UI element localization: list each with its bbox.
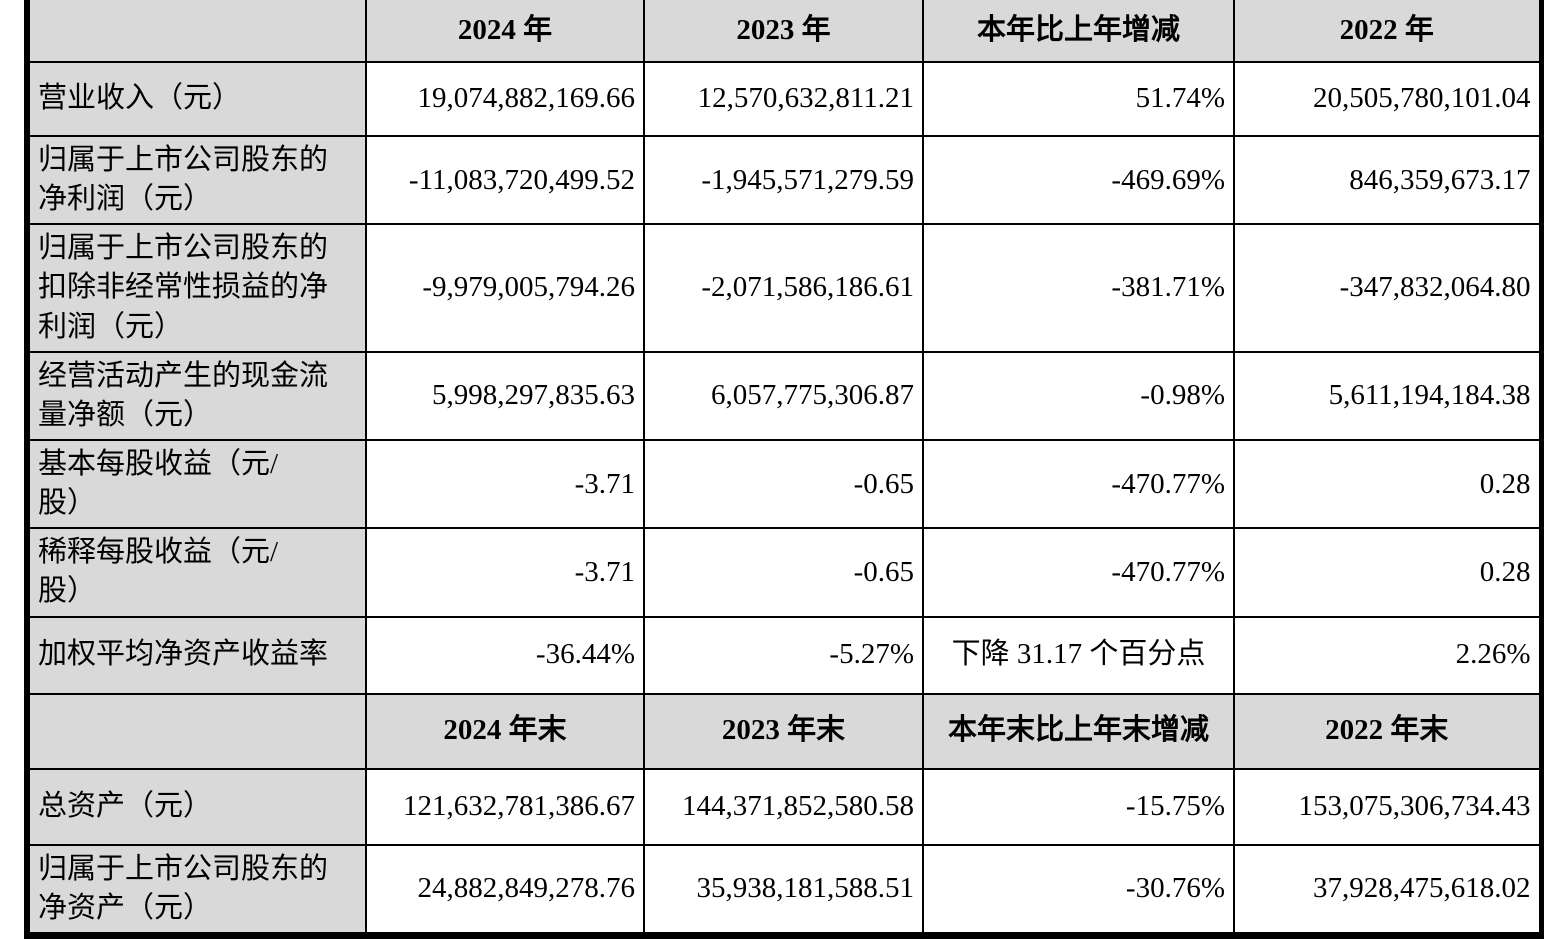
- financial-summary-table-container: 2024 年 2023 年 本年比上年增减 2022 年 营业收入（元） 19,…: [24, 0, 1544, 939]
- cell-value: 51.74%: [922, 61, 1235, 137]
- cell-value: 20,505,780,101.04: [1233, 61, 1544, 137]
- cell-value: -347,832,064.80: [1233, 223, 1544, 353]
- cell-value: 5,611,194,184.38: [1233, 350, 1544, 441]
- table-row-revenue: 营业收入（元） 19,074,882,169.66 12,570,632,811…: [24, 61, 1544, 137]
- cell-value: -3.71: [365, 438, 645, 530]
- cell-value: -0.65: [643, 527, 924, 618]
- row-label: 加权平均净资产收益率: [24, 615, 367, 695]
- row-label: 归属于上市公司股东的 净利润（元）: [24, 134, 367, 226]
- cell-value: 19,074,882,169.66: [365, 61, 645, 137]
- cell-value: -470.77%: [922, 527, 1235, 618]
- row-label: 经营活动产生的现金流 量净额（元）: [24, 350, 367, 441]
- cell-value: -9,979,005,794.26: [365, 223, 645, 353]
- row-label: 基本每股收益（元/ 股）: [24, 438, 367, 530]
- cell-value: -0.98%: [922, 350, 1235, 441]
- table-row-weighted-avg-roe: 加权平均净资产收益率 -36.44% -5.27% 下降 31.17 个百分点 …: [24, 615, 1544, 695]
- row-label: 稀释每股收益（元/ 股）: [24, 527, 367, 618]
- header-row-year-end: 2024 年末 2023 年末 本年末比上年末增减 2022 年末: [24, 692, 1544, 770]
- column-header-2024-end: 2024 年末: [365, 692, 645, 770]
- column-header-2022-end: 2022 年末: [1233, 692, 1544, 770]
- table-row-net-profit-excl-nonrecurring: 归属于上市公司股东的 扣除非经常性损益的净 利润（元） -9,979,005,7…: [24, 223, 1544, 353]
- column-header-2023: 2023 年: [643, 0, 924, 63]
- row-label: 营业收入（元）: [24, 61, 367, 137]
- table-row-net-assets: 归属于上市公司股东的 净资产（元） 24,882,849,278.76 35,9…: [24, 843, 1544, 939]
- cell-value: 846,359,673.17: [1233, 134, 1544, 226]
- financial-summary-table: 2024 年 2023 年 本年比上年增减 2022 年 营业收入（元） 19,…: [24, 0, 1544, 939]
- cell-value: -470.77%: [922, 438, 1235, 530]
- cell-value: 35,938,181,588.51: [643, 843, 924, 939]
- table-row-net-profit: 归属于上市公司股东的 净利润（元） -11,083,720,499.52 -1,…: [24, 134, 1544, 226]
- row-label: 总资产（元）: [24, 767, 367, 846]
- column-header-year-end-change: 本年末比上年末增减: [922, 692, 1235, 770]
- cell-value: 153,075,306,734.43: [1233, 767, 1544, 846]
- cell-value: -0.65: [643, 438, 924, 530]
- cell-value: -1,945,571,279.59: [643, 134, 924, 226]
- cell-value: -5.27%: [643, 615, 924, 695]
- cell-value: 24,882,849,278.76: [365, 843, 645, 939]
- cell-value: 12,570,632,811.21: [643, 61, 924, 137]
- cell-value: -3.71: [365, 527, 645, 618]
- table-row-diluted-eps: 稀释每股收益（元/ 股） -3.71 -0.65 -470.77% 0.28: [24, 527, 1544, 618]
- cell-value: -15.75%: [922, 767, 1235, 846]
- cell-value: 2.26%: [1233, 615, 1544, 695]
- header-row-annual: 2024 年 2023 年 本年比上年增减 2022 年: [24, 0, 1544, 63]
- cell-value: 下降 31.17 个百分点: [922, 615, 1235, 695]
- cell-value: -11,083,720,499.52: [365, 134, 645, 226]
- cell-value: 0.28: [1233, 438, 1544, 530]
- cell-value: 0.28: [1233, 527, 1544, 618]
- row-label: 归属于上市公司股东的 扣除非经常性损益的净 利润（元）: [24, 223, 367, 353]
- column-header-2022: 2022 年: [1233, 0, 1544, 63]
- cell-value: 37,928,475,618.02: [1233, 843, 1544, 939]
- column-header-yoy-change: 本年比上年增减: [922, 0, 1235, 63]
- cell-value: -36.44%: [365, 615, 645, 695]
- cell-value: 6,057,775,306.87: [643, 350, 924, 441]
- table-row-operating-cash-flow: 经营活动产生的现金流 量净额（元） 5,998,297,835.63 6,057…: [24, 350, 1544, 441]
- cell-value: 121,632,781,386.67: [365, 767, 645, 846]
- column-header-2024: 2024 年: [365, 0, 645, 63]
- cell-value: 144,371,852,580.58: [643, 767, 924, 846]
- cell-value: -381.71%: [922, 223, 1235, 353]
- cell-value: -2,071,586,186.61: [643, 223, 924, 353]
- header-blank: [24, 692, 367, 770]
- cell-value: -30.76%: [922, 843, 1235, 939]
- table-row-basic-eps: 基本每股收益（元/ 股） -3.71 -0.65 -470.77% 0.28: [24, 438, 1544, 530]
- cell-value: 5,998,297,835.63: [365, 350, 645, 441]
- table-row-total-assets: 总资产（元） 121,632,781,386.67 144,371,852,58…: [24, 767, 1544, 846]
- header-blank: [24, 0, 367, 63]
- row-label: 归属于上市公司股东的 净资产（元）: [24, 843, 367, 939]
- column-header-2023-end: 2023 年末: [643, 692, 924, 770]
- cell-value: -469.69%: [922, 134, 1235, 226]
